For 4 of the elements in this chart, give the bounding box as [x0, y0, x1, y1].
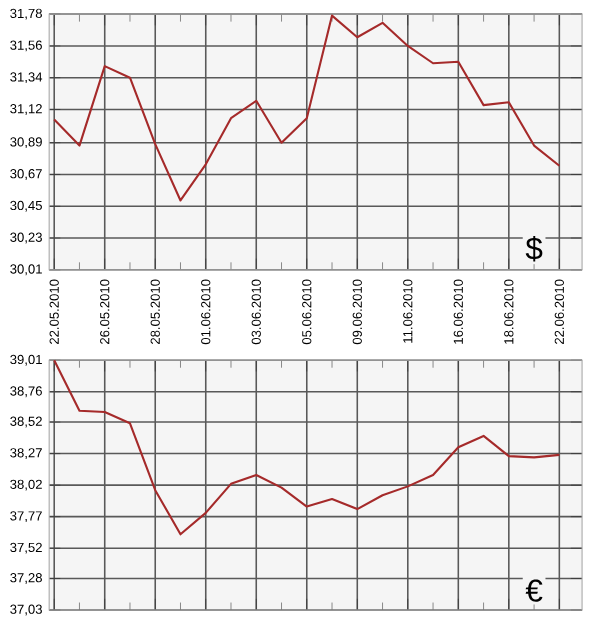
annotation: $ — [525, 236, 543, 262]
line-series — [53, 359, 561, 536]
annotation: € — [525, 579, 543, 602]
line-series — [53, 14, 561, 202]
